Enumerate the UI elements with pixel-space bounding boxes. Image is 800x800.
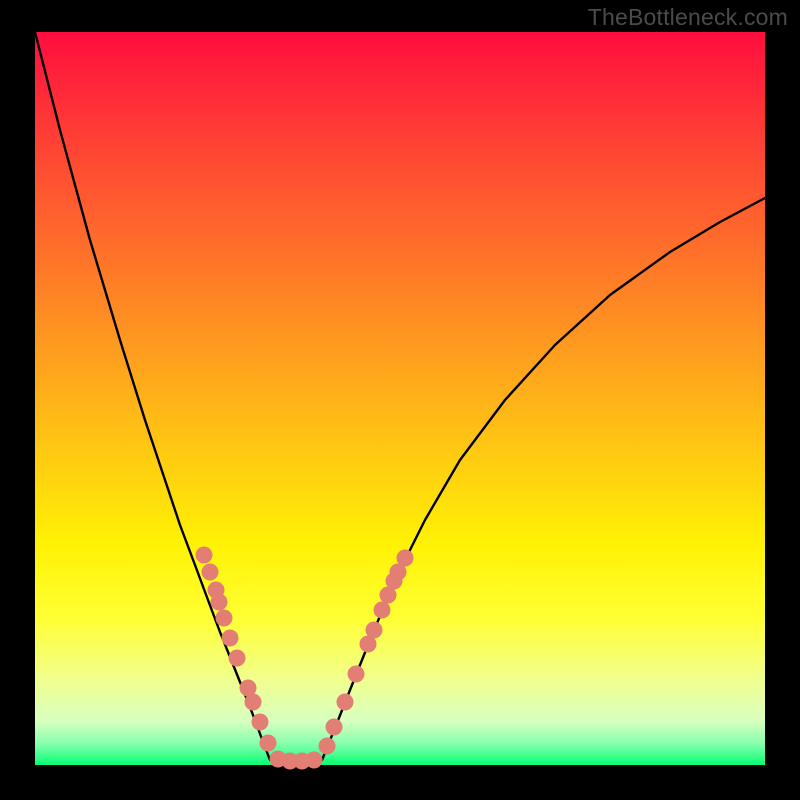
chart-plot-area [35,32,765,765]
data-marker [211,594,228,611]
data-marker [202,564,219,581]
data-marker [252,714,269,731]
data-marker [196,547,213,564]
data-marker [374,602,391,619]
data-marker [229,650,246,667]
data-marker [397,550,414,567]
data-marker [326,719,343,736]
data-marker [222,630,239,647]
data-marker [366,622,383,639]
data-marker [319,738,336,755]
data-marker [337,694,354,711]
data-marker [306,752,323,769]
watermark-text: TheBottleneck.com [588,4,788,31]
data-marker [216,610,233,627]
data-marker [245,694,262,711]
data-markers [196,547,414,770]
bottleneck-curve [35,32,765,760]
chart-svg [35,32,765,765]
data-marker [260,735,277,752]
data-marker [348,666,365,683]
